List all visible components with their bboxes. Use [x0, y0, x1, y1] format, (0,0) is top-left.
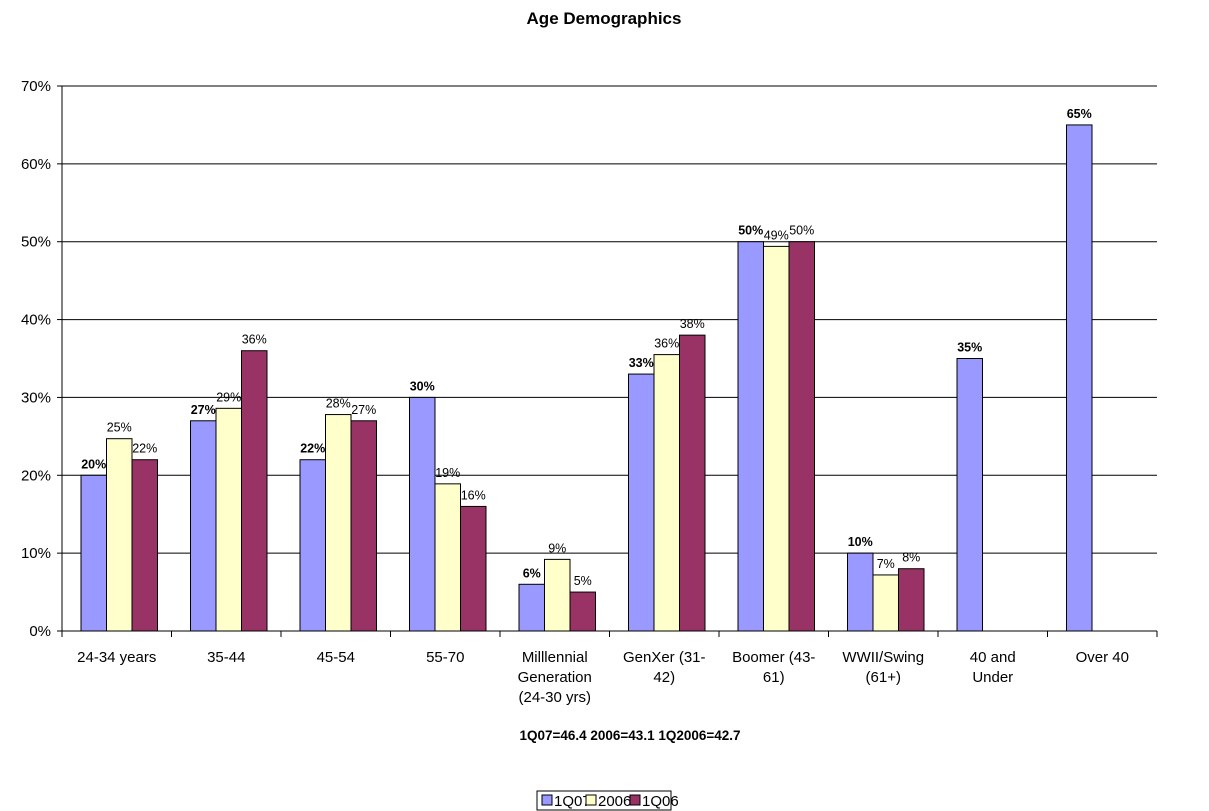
data-label: 28%	[326, 397, 351, 411]
x-category-label: 24-34 years	[77, 649, 156, 666]
data-label: 8%	[902, 551, 920, 565]
bar-1q06	[241, 350, 268, 632]
x-category-label: GenXer (31-42)	[623, 649, 706, 686]
x-category-label: Over 40	[1076, 649, 1129, 666]
x-axis-label: 1Q07=46.4 2006=43.1 1Q2006=42.7	[519, 728, 740, 743]
data-label: 33%	[629, 356, 654, 370]
y-tick-label: 40%	[21, 312, 51, 329]
data-label: 9%	[548, 541, 566, 555]
y-tick-label: 10%	[21, 545, 51, 562]
y-tick-label: 30%	[21, 389, 51, 406]
bar-2006	[872, 574, 899, 632]
data-label: 65%	[1067, 107, 1092, 121]
y-tick-label: 20%	[21, 467, 51, 484]
data-label: 10%	[848, 535, 873, 549]
legend-label: 2006	[598, 793, 631, 810]
bar-2006	[434, 483, 461, 632]
legend-label: 1Q07	[554, 793, 591, 810]
x-category-label: 40 and Under	[970, 649, 1016, 686]
x-category-label: 55-70	[426, 649, 464, 666]
bar-1q07	[628, 373, 655, 632]
bar-1q07	[1066, 124, 1093, 632]
bar-1q06	[898, 568, 925, 632]
bar-1q07	[847, 552, 874, 632]
bar-2006	[106, 438, 133, 632]
data-label: 6%	[523, 566, 541, 580]
chart-title: Age Demographics	[527, 9, 682, 28]
data-label: 30%	[410, 379, 435, 393]
data-label: 5%	[574, 574, 592, 588]
x-category-label: WWII/Swing (61+)	[842, 649, 924, 686]
y-tick-label: 60%	[21, 156, 51, 173]
y-tick-label: 50%	[21, 234, 51, 251]
bar-1q07	[80, 474, 107, 632]
data-label: 22%	[132, 442, 157, 456]
bar-1q06	[679, 334, 706, 632]
axes	[61, 86, 1158, 637]
data-label: 38%	[680, 317, 705, 331]
data-label: 29%	[216, 390, 241, 404]
x-axis-categories: 24-34 years 35-44 45-54 55-70 Milllennial Gen…	[77, 649, 1129, 706]
legend-swatch	[629, 794, 641, 806]
bar-2006	[544, 558, 571, 632]
bar-2006	[763, 245, 790, 632]
bar-1q07	[518, 583, 545, 632]
data-label: 16%	[461, 488, 486, 502]
data-label: 27%	[351, 403, 376, 417]
legend-swatch	[585, 794, 597, 806]
data-label: 19%	[435, 466, 460, 480]
bar-2006	[653, 354, 680, 632]
data-label: 50%	[738, 224, 763, 238]
y-axis-ticks: 0% 10% 20% 30% 40% 50% 60% 70%	[21, 78, 62, 640]
y-tick-label: 70%	[21, 78, 51, 95]
bar-1q06	[131, 459, 158, 632]
data-label: 36%	[242, 333, 267, 347]
bar-1q06	[788, 241, 815, 632]
x-category-label: Boomer (43-61)	[732, 649, 815, 686]
bar-1q07	[956, 358, 983, 632]
legend-swatch	[541, 794, 553, 806]
bar-2006	[215, 407, 242, 632]
data-label: 50%	[789, 224, 814, 238]
bar-1q07	[737, 241, 764, 632]
bar-marks	[80, 124, 1093, 632]
legend: 1Q07 2006 1Q06	[536, 790, 679, 811]
data-label: 36%	[654, 337, 679, 351]
data-label: 35%	[957, 341, 982, 355]
bar-1q07	[409, 396, 436, 632]
bar-1q06	[460, 505, 487, 632]
bar-1q07	[299, 459, 326, 632]
data-label: 49%	[764, 228, 789, 242]
data-label: 27%	[191, 403, 216, 417]
data-label: 20%	[81, 457, 106, 471]
data-label: 7%	[877, 557, 895, 571]
bar-2006	[325, 414, 352, 632]
x-category-label: Milllennial Generation (24-30 yrs)	[518, 649, 592, 706]
bar-1q07	[190, 420, 217, 632]
bar-1q06	[569, 591, 596, 632]
data-label: 25%	[107, 421, 132, 435]
x-category-label: 45-54	[317, 649, 355, 666]
data-labels: 20% 27% 22% 30% 6% 33% 50% 10% 35% 65% 25% 29% 28% 19…	[81, 107, 1092, 588]
x-category-label: 35-44	[207, 649, 245, 666]
legend-label: 1Q06	[642, 793, 679, 810]
bar-1q06	[350, 420, 377, 632]
y-tick-label: 0%	[29, 623, 51, 640]
data-label: 22%	[300, 442, 325, 456]
